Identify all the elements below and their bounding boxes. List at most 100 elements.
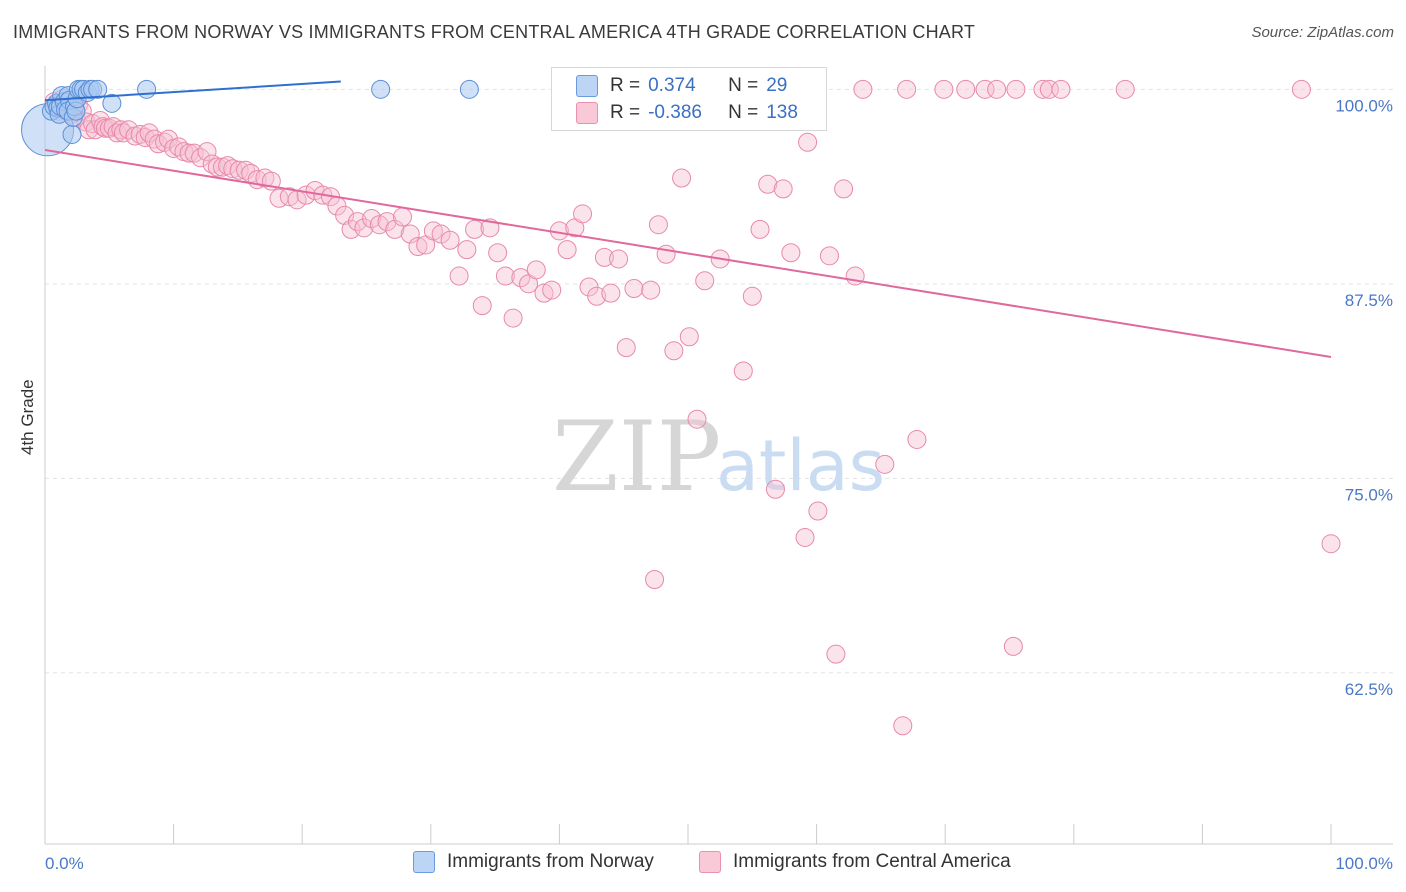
watermark-atlas: atlas [716,425,885,507]
central-america-point [819,246,839,266]
central-america-point [107,123,127,143]
central-america-legend-label: Immigrants from Central America [733,851,1011,872]
central-america-point [393,207,413,227]
central-america-point [503,308,523,328]
central-america-point [1003,636,1023,656]
central-america-point [1006,79,1026,99]
central-america-point [542,280,562,300]
central-america-point [472,296,492,316]
legend-item-norway: Immigrants from Norway [413,851,654,873]
norway-legend-label: Immigrants from Norway [447,851,654,872]
central-america-point [587,286,607,306]
central-america-point [148,134,168,154]
central-america-n-value: 138 [766,102,798,123]
central-america-point [158,129,178,149]
norway-n-value: 29 [766,75,788,96]
central-america-point [853,79,873,99]
y-tick-label: 87.5% [1345,291,1393,310]
central-america-point [113,123,133,143]
central-america-point [601,283,621,303]
central-america-point [440,230,460,250]
central-america-point [664,341,684,361]
n-label: N = [728,102,759,123]
central-america-point [511,268,531,288]
n-label: N = [728,75,759,96]
central-america-point [956,79,976,99]
central-america-legend-swatch [699,851,721,873]
central-america-point [641,280,661,300]
central-america-point [594,247,614,267]
central-america-point [1051,79,1071,99]
central-america-point [229,160,249,180]
y-axis-label: 4th Grade [18,379,37,455]
central-america-point [765,479,785,499]
central-america-point [423,221,443,241]
central-america-point [798,132,818,152]
central-america-point [826,644,846,664]
central-america-point [679,327,699,347]
correlation-legend: R = 0.374 N = 29 R = -0.386 N = 138 [551,67,827,131]
central-america-point [465,219,485,239]
central-america-point [218,156,238,176]
legend-row-central-america: R = -0.386 N = 138 [576,101,798,125]
legend-item-central-america: Immigrants from Central America [699,851,1011,873]
central-america-point [987,79,1007,99]
axes [44,66,1393,845]
norway-legend-swatch [413,851,435,873]
central-america-point [808,501,828,521]
r-label: R = [610,102,641,123]
central-america-point [733,361,753,381]
central-america-point [495,266,515,286]
central-america-point [1115,79,1135,99]
central-america-point [279,187,299,207]
x-tick-label-max: 100.0% [1335,854,1393,873]
norway-point [459,79,479,99]
x-tick-label-min: 0.0% [45,854,84,873]
central-america-point [488,243,508,263]
central-america-point [457,240,477,260]
central-america-point [795,527,815,547]
norway-point [62,124,82,144]
central-america-point [573,204,593,224]
central-america-point [1039,79,1059,99]
central-america-point [369,215,389,235]
central-america-point [449,266,469,286]
central-america-point [758,174,778,194]
central-america-point [207,157,227,177]
central-america-point [534,283,554,303]
central-america-point [687,409,707,429]
central-america-point [781,243,801,263]
norway-point [102,93,122,113]
central-america-point [624,279,644,299]
central-america-point [85,120,105,140]
central-america-point [695,271,715,291]
central-america-point [197,142,217,162]
central-america-point [907,429,927,449]
central-america-trend-line [44,149,1332,358]
central-america-r-value: -0.386 [648,102,702,123]
central-america-point [648,215,668,235]
chart-title: IMMIGRANTS FROM NORWAY VS IMMIGRANTS FRO… [13,22,976,42]
tick-labels: 100.0% 87.5% 75.0% 62.5% 0.0% 100.0% [45,96,1393,873]
norway-point [88,79,108,99]
source-credit: Source: ZipAtlas.com [1251,24,1394,41]
norway-trend-line [44,80,341,102]
r-label: R = [610,75,641,96]
y-tick-label: 100.0% [1335,96,1393,115]
central-america-point [875,454,895,474]
central-america-point [202,154,222,174]
central-america-point [934,79,954,99]
central-america-point [1321,534,1341,554]
central-america-point [616,338,636,358]
norway-point [371,79,391,99]
central-america-point [362,208,382,228]
y-tick-label: 75.0% [1345,485,1393,504]
central-america-point [408,236,428,256]
y-tick-label: 62.5% [1345,680,1393,699]
central-america-point [526,260,546,280]
central-america-point [557,240,577,260]
legend-row-norway: R = 0.374 N = 29 [576,74,787,98]
central-america-point [773,179,793,199]
trend-lines [44,80,1332,358]
